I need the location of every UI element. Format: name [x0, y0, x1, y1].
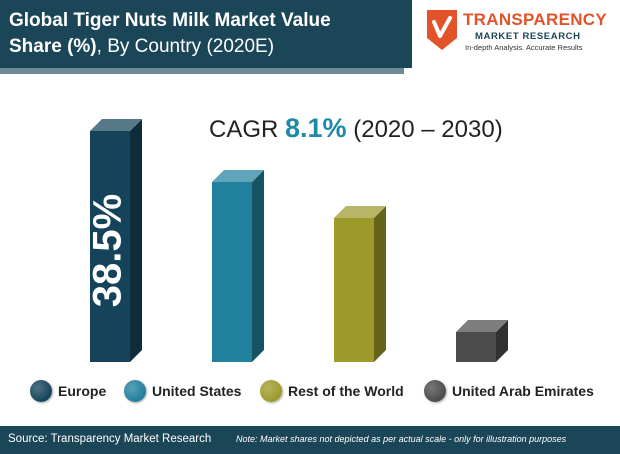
cagr-value: 8.1% — [285, 113, 347, 143]
legend-item-united-arab-emirates: United Arab Emirates — [424, 378, 594, 404]
bar-rest-of-the-world — [334, 206, 386, 362]
chart-legend: Europe United States Rest of the World Unit… — [30, 378, 620, 404]
legend-item-rest-of-the-world: Rest of the World — [260, 378, 404, 404]
source-text: Source: Transparency Market Research — [8, 433, 212, 445]
legend-label-united-states: United States — [152, 383, 242, 399]
bar-front-rest-of-the-world — [334, 218, 374, 362]
chart-title-bold: Share (%) — [9, 36, 97, 57]
logo-mark-icon — [427, 10, 457, 50]
chart-title-rest: , By Country (2020E) — [96, 36, 275, 57]
disclaimer-note: Note: Market shares not depicted as per … — [236, 434, 567, 444]
logo-wordmark: TRANSPARENCY — [463, 10, 608, 29]
legend-swatch-europe — [30, 380, 52, 402]
bar-top-united-states — [212, 170, 264, 182]
bar-side-europe — [130, 119, 142, 362]
title-banner: Global Tiger Nuts Milk Market Value Shar… — [0, 0, 412, 68]
bar-front-united-arab-emirates — [456, 332, 496, 362]
bar-europe — [90, 119, 142, 362]
footer-bar: Source: Transparency Market Research Not… — [0, 426, 620, 454]
bar-front-europe — [90, 131, 130, 362]
bar-united-states — [212, 170, 264, 362]
legend-swatch-rest-of-the-world — [260, 380, 282, 402]
bar-side-rest-of-the-world — [374, 206, 386, 362]
chart-title-line1: Global Tiger Nuts Milk Market Value — [9, 10, 331, 31]
logo-subtitle: MARKET RESEARCH — [475, 31, 581, 42]
legend-label-europe: Europe — [58, 383, 107, 399]
cagr-annotation: CAGR 8.1% (2020 – 2030) — [209, 113, 503, 144]
legend-swatch-united-states — [124, 380, 146, 402]
bar-front-united-states — [212, 182, 252, 362]
bar-top-united-arab-emirates — [456, 320, 508, 332]
legend-label-rest-of-the-world: Rest of the World — [288, 383, 404, 399]
bar-top-rest-of-the-world — [334, 206, 386, 218]
company-logo: TRANSPARENCY MARKET RESEARCH In-depth An… — [425, 6, 615, 58]
legend-item-united-states: United States — [124, 378, 241, 404]
bar-top-europe — [90, 119, 142, 131]
bar-side-united-states — [252, 170, 264, 362]
bar-united-arab-emirates — [456, 320, 508, 362]
cagr-period: (2020 – 2030) — [346, 116, 503, 143]
legend-swatch-united-arab-emirates — [424, 380, 446, 402]
cagr-prefix: CAGR — [209, 116, 286, 143]
chart-title-line2: Share (%), By Country (2020E) — [9, 36, 274, 58]
title-accent-bar — [0, 68, 404, 74]
legend-item-europe: Europe — [30, 378, 106, 404]
bar-chart: 38.5% — [86, 119, 508, 362]
logo-tagline: In-depth Analysis. Accurate Results — [465, 43, 583, 52]
data-label-europe: 38.5% — [86, 194, 130, 307]
legend-label-united-arab-emirates: United Arab Emirates — [452, 383, 594, 399]
bar-side-united-arab-emirates — [496, 320, 508, 362]
